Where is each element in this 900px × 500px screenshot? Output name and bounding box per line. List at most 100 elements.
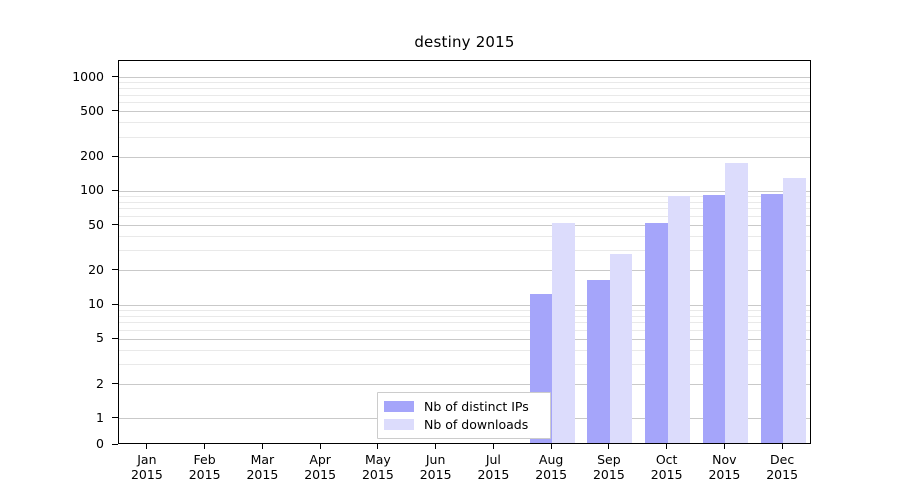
x-axis-tick-mark	[781, 444, 783, 449]
x-axis-tick-year: 2015	[304, 467, 337, 482]
x-axis-tick-year: 2015	[477, 467, 510, 482]
gridline	[119, 304, 810, 306]
x-axis-tick-mark	[723, 444, 725, 449]
legend-item-label: Nb of downloads	[424, 416, 529, 432]
x-axis-tick-label: Jan 2015	[107, 452, 187, 482]
x-axis-tick-mark	[319, 444, 321, 449]
x-axis-tick-mark	[550, 444, 552, 449]
chart-legend[interactable]: Nb of distinct IPs Nb of downloads	[377, 392, 551, 439]
x-axis-tick-year: 2015	[130, 467, 163, 482]
bar	[725, 163, 748, 443]
x-axis-tick-month: Aug	[538, 452, 564, 467]
gridline	[119, 122, 810, 124]
gridline	[119, 384, 810, 386]
x-axis-tick-label: Oct 2015	[627, 452, 707, 482]
x-axis-tick-mark	[492, 444, 494, 449]
y-axis-tick-label: 2	[96, 375, 104, 391]
x-axis-tick-year: 2015	[188, 467, 221, 482]
bar	[783, 178, 806, 443]
x-axis-tick-month: Oct	[655, 452, 678, 467]
y-axis-tick-label: 0	[96, 436, 104, 451]
y-axis-tick-label: 5	[96, 330, 104, 346]
bar	[552, 222, 575, 443]
y-axis-tick-mark	[112, 155, 118, 157]
y-axis-tick-label: 1	[96, 409, 104, 425]
gridline	[119, 225, 810, 227]
y-axis-tick-label: 1000	[72, 68, 104, 84]
gridline	[119, 208, 810, 210]
legend-item[interactable]: Nb of downloads	[384, 415, 544, 433]
y-axis-tick-mark	[112, 110, 118, 112]
y-axis-tick-mark	[112, 224, 118, 226]
gridline	[119, 322, 810, 324]
gridline	[119, 196, 810, 198]
x-axis-tick-mark	[377, 444, 379, 449]
x-axis-tick-label: Jul 2015	[453, 452, 533, 482]
x-axis-tick-month: Feb	[193, 452, 216, 467]
gridline	[119, 88, 810, 90]
x-axis-tick-month: Jun	[425, 452, 446, 467]
gridline	[119, 77, 810, 79]
gridline	[119, 349, 810, 351]
gridline	[119, 190, 810, 192]
x-axis-tick-month: Apr	[309, 452, 331, 467]
x-axis-tick-mark	[435, 444, 437, 449]
y-axis-tick-mark	[112, 443, 118, 445]
gridline	[119, 315, 810, 317]
legend-color-swatch	[384, 400, 414, 412]
x-axis-tick-label: Feb 2015	[165, 452, 245, 482]
y-axis-tick-mark	[112, 189, 118, 191]
y-axis-tick-label: 100	[80, 182, 104, 198]
gridline	[119, 216, 810, 218]
x-axis-tick-mark	[261, 444, 263, 449]
gridline	[119, 201, 810, 203]
x-axis-tick-month: Sep	[597, 452, 621, 467]
gridline	[119, 270, 810, 272]
y-axis-tick-mark	[112, 76, 118, 78]
x-axis-tick-month: Dec	[770, 452, 795, 467]
bar	[587, 279, 610, 443]
gridline	[119, 94, 810, 96]
x-axis-tick-year: 2015	[708, 467, 741, 482]
gridline	[119, 329, 810, 331]
bar	[645, 222, 668, 443]
x-axis-tick-month: May	[364, 452, 391, 467]
gridline	[119, 364, 810, 366]
x-axis-tick-year: 2015	[419, 467, 452, 482]
bar	[702, 195, 726, 443]
x-axis-tick-month: Nov	[712, 452, 737, 467]
y-axis-tick-mark	[112, 337, 118, 339]
x-axis-tick-month: Jan	[137, 452, 157, 467]
y-axis-tick-label: 20	[88, 261, 104, 277]
gridline	[119, 338, 810, 340]
gridline	[119, 309, 810, 311]
x-axis-tick-mark	[204, 444, 206, 449]
x-axis-tick-month: Mar	[250, 452, 275, 467]
x-axis-tick-mark	[146, 444, 148, 449]
legend-color-swatch	[384, 418, 414, 430]
x-axis-tick-label: Apr 2015	[280, 452, 360, 482]
gridline	[119, 102, 810, 104]
y-axis-tick-label: 500	[80, 102, 104, 118]
y-axis-tick-label: 50	[88, 216, 104, 232]
legend-item[interactable]: Nb of distinct IPs	[384, 397, 544, 415]
x-axis-tick-label: Aug 2015	[511, 452, 591, 482]
y-axis-tick-mark	[112, 417, 118, 419]
chart-title: destiny 2015	[414, 33, 515, 51]
bar	[760, 193, 784, 443]
x-axis-tick-year: 2015	[766, 467, 799, 482]
x-axis-tick-year: 2015	[535, 467, 568, 482]
gridline	[119, 236, 810, 238]
bar	[667, 195, 691, 443]
x-axis-tick-year: 2015	[361, 467, 394, 482]
gridline	[119, 111, 810, 113]
x-axis-tick-year: 2015	[650, 467, 683, 482]
x-axis-tick-month: Jul	[485, 452, 501, 467]
x-axis-tick-label: Jun 2015	[396, 452, 476, 482]
gridline	[119, 82, 810, 84]
gridline	[119, 136, 810, 138]
x-axis-tick-year: 2015	[246, 467, 279, 482]
x-axis-tick-label: Sep 2015	[569, 452, 649, 482]
gridline	[119, 156, 810, 158]
